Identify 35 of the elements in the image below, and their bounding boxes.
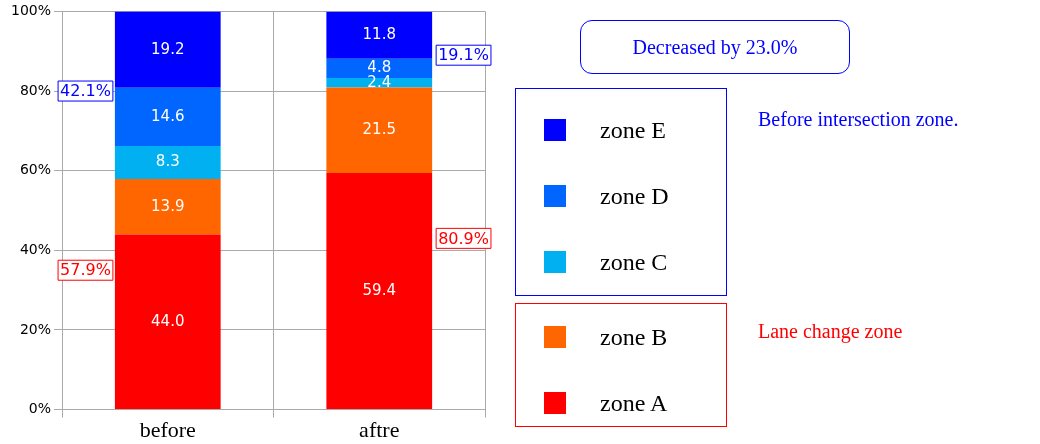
y-tick-label: 0% bbox=[28, 400, 52, 417]
bar bbox=[114, 87, 221, 146]
legend-label: zone B bbox=[600, 323, 668, 351]
bar bbox=[114, 145, 221, 180]
text: Lane change zone bbox=[758, 320, 903, 343]
x-tick-label: aftre bbox=[359, 416, 400, 442]
text: Before intersection zone. bbox=[758, 108, 959, 131]
bar bbox=[326, 87, 433, 174]
legend-label: zone E bbox=[600, 116, 666, 144]
text: Decreased by 23.0% bbox=[580, 20, 850, 74]
data-label: 19.2 bbox=[151, 39, 185, 58]
legend-label: zone D bbox=[600, 182, 669, 210]
y-tick-label: 100% bbox=[10, 2, 52, 19]
data-label: 11.8 bbox=[362, 25, 396, 44]
data-label: 13.9 bbox=[151, 196, 185, 215]
bar bbox=[114, 179, 221, 235]
annotation: 80.9% bbox=[438, 228, 489, 248]
y-tick-label: 80% bbox=[19, 81, 52, 98]
y-tick-label: 60% bbox=[19, 161, 52, 178]
data-label: 14.6 bbox=[151, 106, 185, 125]
annotation: 19.1% bbox=[438, 45, 489, 65]
annotation: 57.9% bbox=[60, 260, 111, 280]
legend-label: zone C bbox=[600, 248, 668, 276]
data-label: 59.4 bbox=[362, 280, 396, 299]
bar bbox=[326, 173, 433, 410]
data-label: 21.5 bbox=[362, 120, 396, 139]
bar bbox=[326, 11, 433, 59]
annotation: 42.1% bbox=[60, 81, 111, 101]
data-label: 8.3 bbox=[155, 152, 180, 171]
legend-label: zone A bbox=[600, 389, 668, 417]
data-label: 2.4 bbox=[367, 72, 392, 91]
data-label: 44.0 bbox=[151, 311, 185, 330]
y-tick-label: 40% bbox=[19, 240, 52, 257]
x-tick-label: before bbox=[139, 416, 196, 442]
y-tick-label: 20% bbox=[19, 320, 52, 337]
